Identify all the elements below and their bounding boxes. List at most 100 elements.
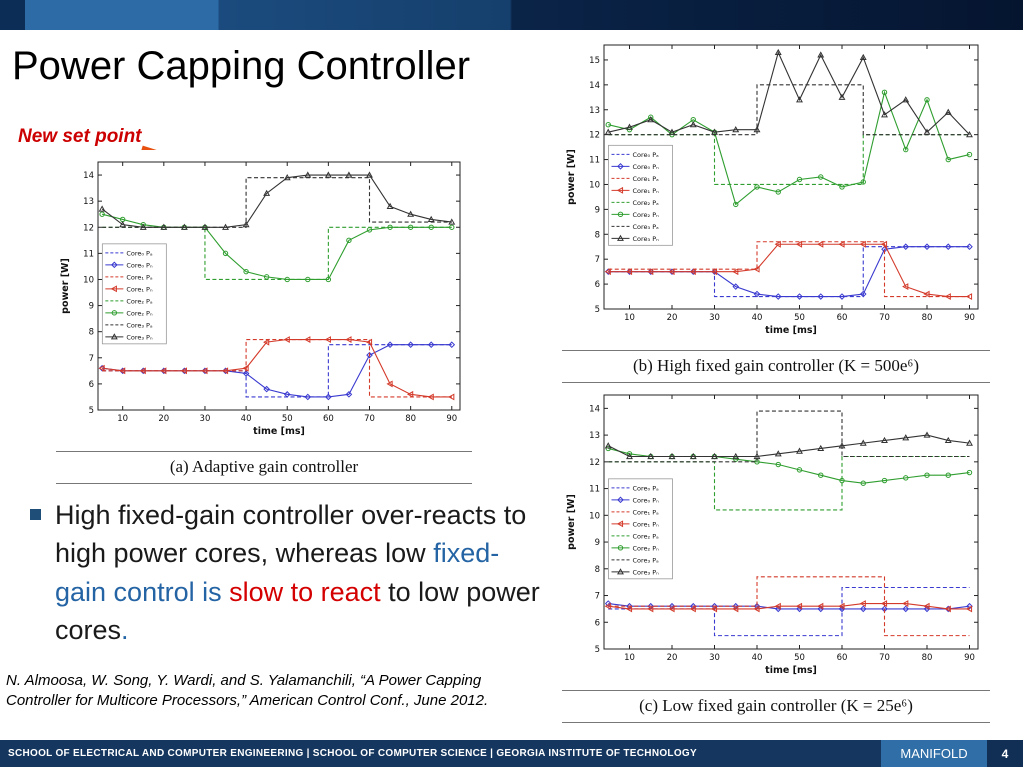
svg-text:12: 12 bbox=[589, 131, 600, 141]
svg-text:10: 10 bbox=[589, 180, 600, 190]
svg-text:40: 40 bbox=[752, 313, 763, 323]
svg-text:30: 30 bbox=[709, 313, 720, 323]
svg-text:80: 80 bbox=[922, 653, 933, 663]
svg-text:11: 11 bbox=[83, 249, 94, 259]
svg-text:power [W]: power [W] bbox=[60, 258, 71, 314]
svg-text:14: 14 bbox=[589, 81, 600, 91]
svg-text:90: 90 bbox=[446, 414, 457, 424]
svg-text:13: 13 bbox=[83, 197, 94, 207]
bullet-text-period: . bbox=[121, 614, 129, 645]
svg-text:70: 70 bbox=[364, 414, 375, 424]
svg-text:Core₁ Pₙ: Core₁ Pₙ bbox=[126, 285, 153, 293]
svg-text:Core₂ Pₙ: Core₂ Pₙ bbox=[126, 309, 153, 317]
svg-text:8: 8 bbox=[89, 328, 94, 338]
svg-text:6: 6 bbox=[595, 618, 600, 628]
slide-footer-bar: SCHOOL OF ELECTRICAL AND COMPUTER ENGINE… bbox=[0, 740, 1023, 767]
svg-text:Core₂ Pₐ: Core₂ Pₐ bbox=[632, 532, 659, 540]
svg-text:5: 5 bbox=[595, 305, 600, 315]
svg-text:60: 60 bbox=[323, 414, 334, 424]
svg-text:time [ms]: time [ms] bbox=[253, 426, 305, 437]
figure-c-caption: (c) Low fixed gain controller (K = 25e⁶) bbox=[562, 690, 990, 723]
svg-text:5: 5 bbox=[89, 406, 94, 416]
svg-text:Core₁ Pₙ: Core₁ Pₙ bbox=[632, 187, 659, 195]
svg-text:9: 9 bbox=[595, 538, 600, 548]
bullet-text-black-2: to low power cores bbox=[55, 576, 540, 645]
svg-text:70: 70 bbox=[879, 653, 890, 663]
svg-text:7: 7 bbox=[595, 255, 600, 265]
svg-text:60: 60 bbox=[837, 653, 848, 663]
svg-text:Core₂ Pₙ: Core₂ Pₙ bbox=[632, 211, 659, 219]
svg-text:10: 10 bbox=[624, 653, 635, 663]
svg-text:50: 50 bbox=[794, 313, 805, 323]
svg-text:14: 14 bbox=[589, 404, 600, 414]
svg-text:30: 30 bbox=[709, 653, 720, 663]
svg-text:time [ms]: time [ms] bbox=[765, 665, 817, 676]
svg-text:80: 80 bbox=[405, 414, 416, 424]
svg-text:Core₃ Pₙ: Core₃ Pₙ bbox=[632, 235, 659, 243]
svg-text:Core₀ Pₐ: Core₀ Pₐ bbox=[632, 484, 659, 492]
chart-high-fixed-gain: 5 6 7 8 9 10 11 12 13 14 15 10 20 30 40 50 60 70 80 90 time … bbox=[562, 33, 990, 345]
svg-text:Core₀ Pₐ: Core₀ Pₐ bbox=[632, 151, 659, 159]
figure-low-fixed-gain: 5 6 7 8 9 10 11 12 13 14 10 20 30 40 50 60 70 80 90 time [m… bbox=[562, 383, 990, 723]
svg-text:40: 40 bbox=[241, 414, 252, 424]
svg-text:30: 30 bbox=[200, 414, 211, 424]
bullet-text-black-1: High fixed-gain controller over-reacts t… bbox=[55, 500, 527, 569]
svg-text:12: 12 bbox=[589, 458, 600, 468]
svg-text:13: 13 bbox=[589, 106, 600, 116]
svg-text:10: 10 bbox=[117, 414, 128, 424]
svg-text:8: 8 bbox=[595, 230, 600, 240]
footer-text: SCHOOL OF ELECTRICAL AND COMPUTER ENGINE… bbox=[8, 748, 697, 759]
svg-text:6: 6 bbox=[89, 380, 94, 390]
svg-text:power [W]: power [W] bbox=[566, 149, 577, 205]
svg-text:50: 50 bbox=[794, 653, 805, 663]
svg-text:power [W]: power [W] bbox=[566, 494, 577, 550]
new-set-point-label: New set point bbox=[18, 126, 142, 147]
svg-text:70: 70 bbox=[879, 313, 890, 323]
svg-text:Core₀ Pₐ: Core₀ Pₐ bbox=[126, 249, 153, 257]
svg-text:Core₂ Pₐ: Core₂ Pₐ bbox=[632, 199, 659, 207]
page-title: Power Capping Controller bbox=[12, 44, 471, 88]
svg-text:8: 8 bbox=[595, 565, 600, 575]
svg-text:time [ms]: time [ms] bbox=[765, 325, 817, 336]
svg-text:Core₀ Pₙ: Core₀ Pₙ bbox=[632, 163, 659, 171]
figure-b-caption: (b) High fixed gain controller (K = 500e… bbox=[562, 350, 990, 383]
svg-text:13: 13 bbox=[589, 431, 600, 441]
svg-text:Core₁ Pₙ: Core₁ Pₙ bbox=[632, 520, 659, 528]
svg-text:Core₁ Pₐ: Core₁ Pₐ bbox=[126, 273, 153, 281]
svg-text:Core₃ Pₐ: Core₃ Pₐ bbox=[632, 223, 659, 231]
bullet-point: High fixed-gain controller over-reacts t… bbox=[30, 496, 546, 649]
svg-text:50: 50 bbox=[282, 414, 293, 424]
svg-text:14: 14 bbox=[83, 171, 94, 181]
bullet-text-red: slow to react bbox=[229, 576, 381, 607]
figure-high-fixed-gain: 5 6 7 8 9 10 11 12 13 14 15 10 20 30 40 50 60 70 80 90 time … bbox=[562, 33, 990, 383]
svg-text:40: 40 bbox=[752, 653, 763, 663]
svg-text:Core₁ Pₐ: Core₁ Pₐ bbox=[632, 508, 659, 516]
svg-text:7: 7 bbox=[89, 354, 94, 364]
svg-text:10: 10 bbox=[83, 275, 94, 285]
svg-text:10: 10 bbox=[589, 511, 600, 521]
bullet-square-icon bbox=[30, 509, 41, 520]
svg-text:15: 15 bbox=[589, 56, 600, 66]
svg-text:Core₁ Pₐ: Core₁ Pₐ bbox=[632, 175, 659, 183]
svg-text:7: 7 bbox=[595, 592, 600, 602]
svg-text:11: 11 bbox=[589, 485, 600, 495]
svg-text:5: 5 bbox=[595, 645, 600, 655]
svg-text:90: 90 bbox=[964, 653, 975, 663]
figure-a-caption: (a) Adaptive gain controller bbox=[56, 451, 472, 484]
svg-text:12: 12 bbox=[83, 223, 94, 233]
citation: N. Almoosa, W. Song, Y. Wardi, and S. Ya… bbox=[6, 671, 488, 712]
svg-text:20: 20 bbox=[667, 653, 678, 663]
svg-text:6: 6 bbox=[595, 280, 600, 290]
svg-text:Core₀ Pₙ: Core₀ Pₙ bbox=[126, 261, 153, 269]
bullet-text: High fixed-gain controller over-reacts t… bbox=[55, 496, 546, 649]
svg-text:Core₂ Pₐ: Core₂ Pₐ bbox=[126, 297, 153, 305]
chart-low-fixed-gain: 5 6 7 8 9 10 11 12 13 14 10 20 30 40 50 60 70 80 90 time [m… bbox=[562, 383, 990, 685]
citation-line-1: N. Almoosa, W. Song, Y. Wardi, and S. Ya… bbox=[6, 672, 482, 689]
figure-adaptive-gain: 5 6 7 8 9 10 11 12 13 14 10 20 30 40 50 60 70 80 90 time [m… bbox=[56, 150, 472, 484]
citation-line-2: Controller for Multicore Processors,” Am… bbox=[6, 692, 489, 710]
svg-text:60: 60 bbox=[837, 313, 848, 323]
svg-text:90: 90 bbox=[964, 313, 975, 323]
svg-text:Core₃ Pₙ: Core₃ Pₙ bbox=[126, 333, 153, 341]
svg-text:20: 20 bbox=[158, 414, 169, 424]
